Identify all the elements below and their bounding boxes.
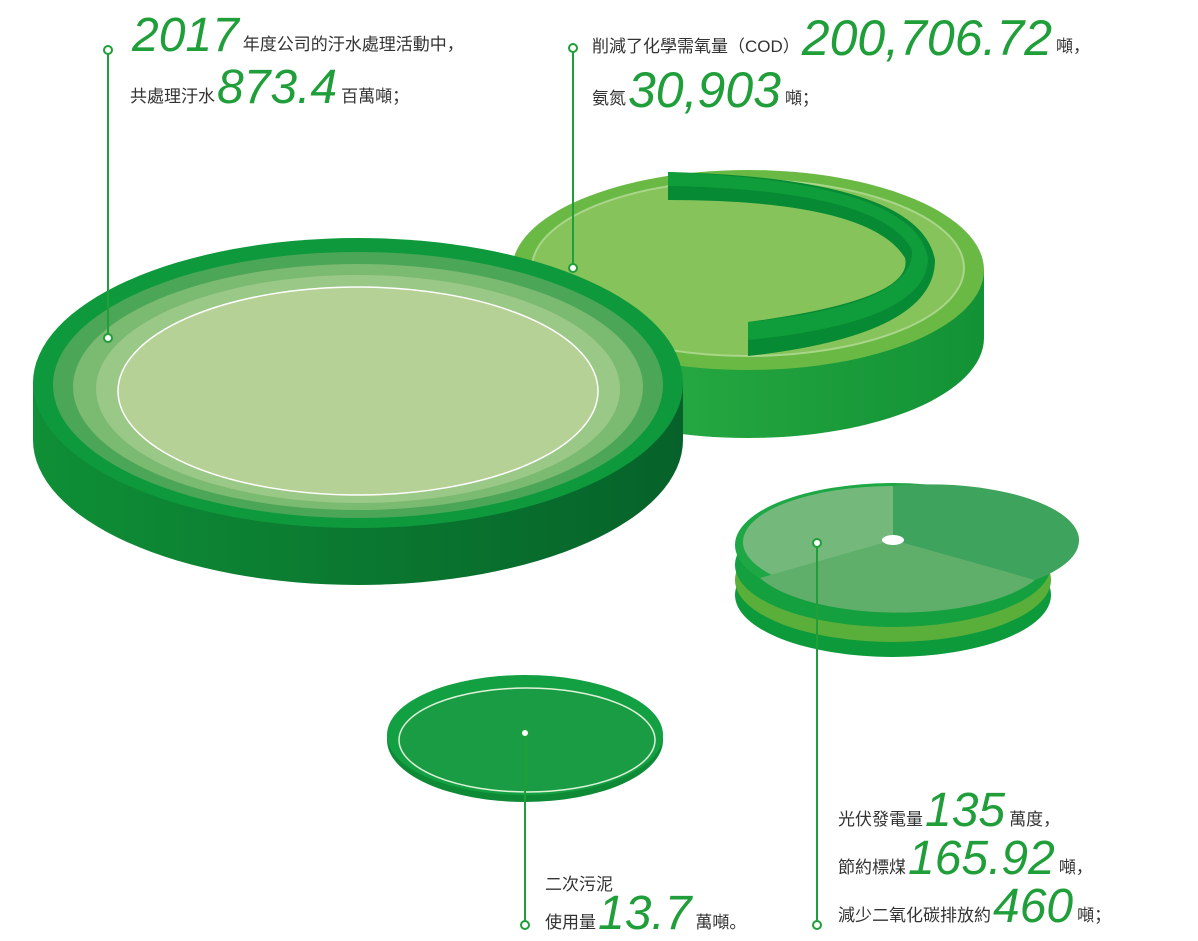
solar-disc [735, 483, 1080, 657]
leaders [103, 43, 822, 930]
label: 噸， [1058, 858, 1093, 877]
callout: 光伏發電量 135 萬度， 節約標煤 165.92 噸， 減少二氧化碳排放約 460 噸； [838, 784, 1112, 933]
figure: 13.7 [598, 887, 692, 940]
label: 共處理汙水 [130, 87, 215, 106]
callout-line: 二次污泥 [545, 868, 746, 898]
callout-line: 減少二氧化碳排放約 460 噸； [838, 880, 1112, 933]
figure: 460 [993, 880, 1074, 933]
label: 減少二氧化碳排放約 [838, 906, 991, 925]
label: 光伏發電量 [838, 810, 923, 829]
label: 百萬噸； [341, 87, 410, 106]
figure: 873.4 [217, 61, 338, 114]
callout-line: 光伏發電量 135 萬度， [838, 784, 1111, 837]
label: 噸， [1056, 37, 1091, 56]
callout-line: 共處理汙水 873.4 百萬噸； [130, 58, 464, 114]
callout-line: 削減了化學需氧量（COD） 200,706.72 噸， [592, 8, 1091, 66]
callout: 2017 年度公司的汙水處理活動中， 共處理汙水 873.4 百萬噸； [130, 6, 464, 114]
sludge-disc [387, 675, 663, 802]
wastewater-disc [33, 238, 683, 585]
label: 萬度， [1009, 810, 1061, 829]
label: 二次污泥 [545, 875, 613, 894]
label: 萬噸。 [695, 913, 747, 932]
label: 使用量 [545, 913, 596, 932]
label: 削減了化學需氧量（COD） [592, 37, 800, 56]
figure: 2017 [132, 9, 239, 62]
callout-line: 氨氮 30,903 噸； [592, 60, 1090, 118]
label: 節約標煤 [838, 858, 906, 877]
callout: 削減了化學需氧量（COD） 200,706.72 噸， 氨氮 30,903 噸； [592, 8, 1091, 118]
figure: 200,706.72 [801, 10, 1053, 66]
callout-line: 使用量 13.7 萬噸。 [545, 890, 747, 938]
figure: 30,903 [628, 62, 781, 118]
callout-line: 節約標煤 165.92 噸， [838, 832, 1111, 885]
callout-line: 2017 年度公司的汙水處理活動中， [130, 6, 464, 62]
label: 噸； [784, 89, 819, 108]
callout: 二次污泥 使用量 13.7 萬噸。 [545, 868, 747, 938]
figure: 135 [925, 784, 1006, 837]
label: 氨氮 [592, 89, 626, 108]
figure: 165.92 [908, 832, 1055, 885]
label: 噸； [1077, 906, 1112, 925]
label: 年度公司的汙水處理活動中， [242, 35, 464, 54]
